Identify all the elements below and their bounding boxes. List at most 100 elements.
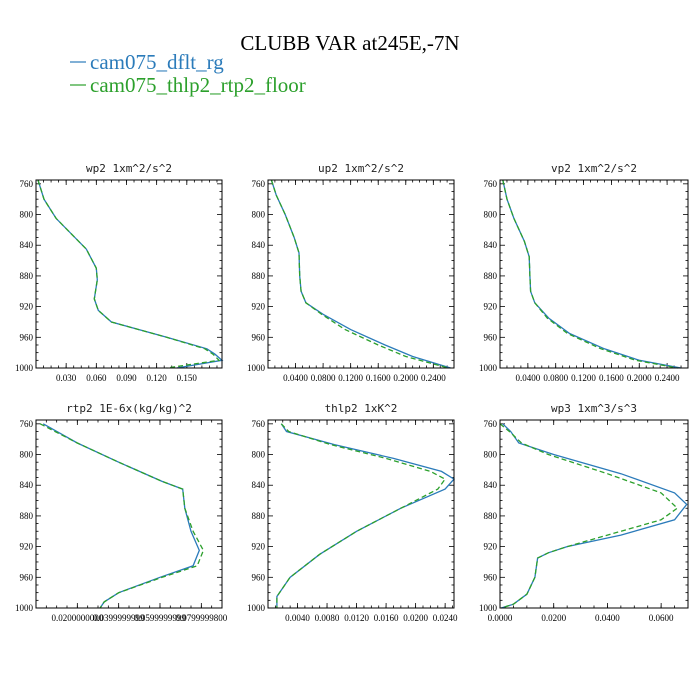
y-tick-label: 1000 [247,603,266,613]
x-tick-label: 0.0200 [541,613,566,623]
panel-title: wp2 1xm^2/s^2 [86,162,172,175]
y-tick-label: 760 [252,419,266,429]
y-tick-label: 880 [20,271,34,281]
y-tick-label: 840 [20,240,34,250]
legend-label-floor: cam075_thlp2_rtp2_floor [90,73,306,97]
x-tick-label: 0.0400 [515,373,540,383]
y-tick-label: 1000 [247,363,266,373]
y-tick-label: 840 [20,480,34,490]
series-line-2 [499,423,679,609]
x-tick-label: 0.1200 [571,373,596,383]
plot-frame [499,179,689,369]
x-tick-label: 0.030 [56,373,77,383]
plot-frame [35,179,223,369]
series-line-1 [42,423,201,609]
y-tick-label: 920 [252,302,266,312]
y-tick-label: 840 [252,240,266,250]
x-tick-label: 0.0120 [344,613,369,623]
x-tick-label: 0.0600 [649,613,674,623]
panels: wp2 1xm^2/s^2 760 800 840 880 920 960 1000 0.030… [15,162,689,623]
series-line-2 [502,179,678,369]
panel-3: vp2 1xm^2/s^2 760 800 840 880 920 960 1000 0.040… [479,162,689,383]
x-tick-label: 0.0160 [374,613,399,623]
x-tick-label: 0.090 [116,373,137,383]
y-tick-label: 880 [20,511,34,521]
y-tick-label: 920 [20,542,34,552]
x-tick-label: 0.1600 [599,373,624,383]
x-tick-label: 0.060 [86,373,107,383]
x-tick-label: 0.150 [177,373,198,383]
y-tick-label: 920 [484,542,498,552]
y-tick-label: 880 [484,511,498,521]
y-tick-label: 760 [20,419,34,429]
series-line-1 [270,179,451,369]
y-tick-label: 1000 [15,363,34,373]
x-tick-label: 0.0080 [315,613,340,623]
x-tick-label: 0.0399999999 [93,613,145,623]
series-line-2 [276,423,447,608]
x-tick-label: 0.0200000000 [51,613,103,623]
panel-title: thlp2 1xK^2 [325,402,398,415]
x-tick-label: 0.0599999999 [134,613,186,623]
y-tick-label: 800 [20,210,34,220]
plot-frame [267,419,455,609]
y-tick-label: 1000 [479,363,498,373]
x-tick-label: 0.0200 [403,613,428,623]
x-tick-label: 0.0040 [285,613,310,623]
y-tick-label: 880 [252,511,266,521]
y-tick-label: 840 [484,240,498,250]
x-tick-label: 0.0799999800 [175,613,227,623]
figure-title: CLUBB VAR at245E,-7N [240,31,459,55]
series-line-1 [37,179,224,369]
x-tick-label: 0.1600 [366,373,391,383]
x-tick-label: 0.2000 [627,373,652,383]
y-tick-label: 760 [252,179,266,189]
x-tick-label: 0.0000 [488,613,513,623]
y-tick-label: 800 [20,450,34,460]
series-line-1 [501,423,688,609]
y-tick-label: 920 [20,302,34,312]
x-tick-label: 0.0800 [311,373,336,383]
y-tick-label: 880 [484,271,498,281]
y-tick-label: 1000 [479,603,498,613]
series-line-1 [276,423,456,608]
plot-frame [267,179,455,369]
y-tick-label: 880 [252,271,266,281]
series-line-2 [39,423,205,609]
panel-1: wp2 1xm^2/s^2 760 800 840 880 920 960 1000 0.030… [15,162,224,383]
plot-frame [35,419,223,609]
panel-5: thlp2 1xK^2 760 800 840 880 920 960 1000 0.0040 0… [247,402,458,623]
y-tick-label: 760 [20,179,34,189]
series-line-2 [270,179,449,369]
x-tick-label: 0.0400 [595,613,620,623]
legend: cam075_dflt_rg cam075_thlp2_rtp2_floor [70,50,306,97]
y-tick-label: 800 [484,450,498,460]
series-line-2 [37,179,221,369]
y-tick-label: 960 [252,332,266,342]
x-tick-label: 0.2400 [655,373,680,383]
x-tick-label: 0.120 [147,373,168,383]
panel-6: wp3 1xm^3/s^3 760 800 840 880 920 960 10000.000… [479,402,689,623]
y-tick-label: 800 [484,210,498,220]
y-tick-label: 760 [484,179,498,189]
x-tick-label: 0.2400 [421,373,446,383]
x-tick-label: 0.1200 [338,373,363,383]
legend-label-dflt: cam075_dflt_rg [90,50,224,74]
y-tick-label: 960 [484,572,498,582]
y-tick-label: 960 [20,332,34,342]
x-tick-label: 0.2000 [393,373,418,383]
y-tick-label: 960 [20,572,34,582]
y-tick-label: 960 [252,572,266,582]
plot-frame [499,419,689,609]
panel-title: up2 1xm^2/s^2 [318,162,404,175]
x-tick-label: 0.0800 [543,373,568,383]
panel-title: wp3 1xm^3/s^3 [551,402,637,415]
y-tick-label: 920 [252,542,266,552]
y-tick-label: 840 [484,480,498,490]
y-tick-label: 760 [484,419,498,429]
y-tick-label: 800 [252,210,266,220]
y-tick-label: 920 [484,302,498,312]
x-tick-label: 0.0240 [433,613,458,623]
x-tick-label: 0.0400 [283,373,308,383]
